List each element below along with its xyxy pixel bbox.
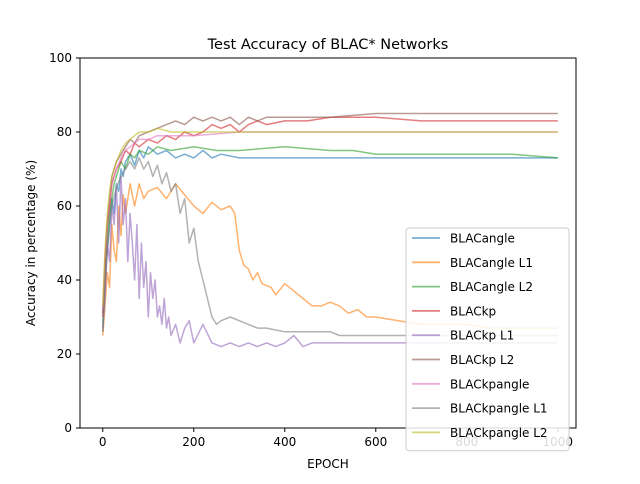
y-tick-label: 60 — [57, 199, 72, 213]
y-tick-label: 80 — [57, 125, 72, 139]
y-tick-label: 40 — [57, 273, 72, 287]
legend: BLACangle BLACangle L1 BLACangle L2 BLACkp B… — [405, 227, 570, 452]
y-tick-label: 20 — [57, 347, 72, 361]
y-tick-label: 100 — [49, 51, 72, 65]
x-tick-label: 400 — [273, 435, 296, 449]
x-tick-label: 0 — [99, 435, 107, 449]
x-tick-label: 200 — [182, 435, 205, 449]
x-axis-label: EPOCH — [307, 457, 349, 471]
series-line-4 — [102, 175, 558, 348]
legend-label-7: BLACkpangle L1 — [450, 402, 548, 416]
x-tick-label: 600 — [364, 435, 387, 449]
series-line-0 — [102, 146, 558, 332]
legend-label-0: BLACangle — [450, 232, 515, 246]
series-line-7 — [102, 157, 558, 337]
legend-label-4: BLACkp L1 — [450, 329, 514, 343]
y-axis-label: Accuracy in percentage (%) — [24, 160, 38, 326]
y-axis-ticks: 0 20 40 60 80 100 — [49, 51, 80, 435]
axes-frame — [79, 57, 577, 429]
series-line-2 — [102, 146, 558, 325]
plot-lines — [102, 112, 558, 348]
legend-label-6: BLACkpangle — [450, 377, 529, 391]
chart-title: Test Accuracy of BLAC* Networks — [207, 37, 449, 53]
legend-label-3: BLACkp — [450, 304, 496, 318]
legend-box — [405, 227, 570, 452]
y-tick-label: 0 — [64, 421, 72, 435]
series-line-8 — [102, 127, 558, 306]
legend-label-2: BLACangle L2 — [450, 280, 533, 294]
legend-label-8: BLACkpangle L2 — [450, 426, 548, 440]
legend-label-5: BLACkp L2 — [450, 353, 514, 367]
legend-label-1: BLACangle L1 — [450, 256, 533, 270]
